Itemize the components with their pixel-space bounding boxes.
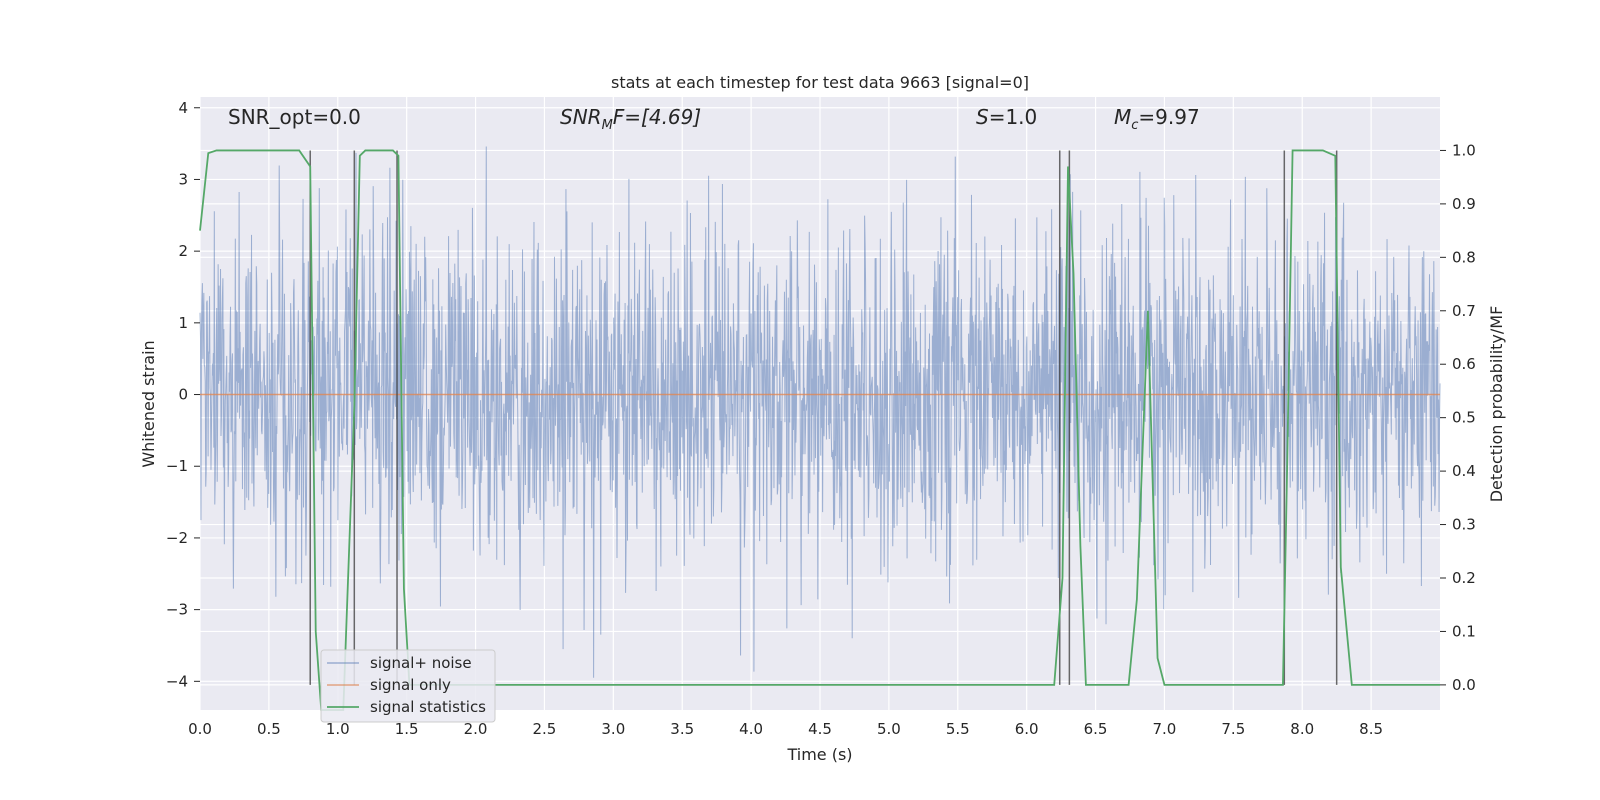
annotation-snr-mf: SNRMF=[4.69] (560, 105, 701, 133)
y-tick-label: 4 (178, 99, 188, 117)
x-tick-label: 6.5 (1084, 720, 1108, 738)
y2-tick-label: 0.5 (1452, 409, 1476, 427)
legend: signal+ noise signal only signal statist… (320, 649, 496, 723)
y-tick-label: 3 (178, 170, 188, 188)
legend-label-signal: signal only (370, 676, 451, 694)
mc-sub: c (1131, 118, 1138, 133)
x-tick-label: 2.0 (464, 720, 488, 738)
x-tick-label: 4.0 (739, 720, 763, 738)
x-tick-label: 3.0 (601, 720, 625, 738)
x-tick-label: 1.0 (326, 720, 350, 738)
snr-mf-suffix: F=[4.69] (613, 105, 701, 129)
y-tick-label: 1 (178, 314, 188, 332)
y2-tick-label: 1.0 (1452, 141, 1476, 159)
x-tick-label: 3.5 (670, 720, 694, 738)
y-tick-label: −3 (166, 601, 188, 619)
x-tick-label: 2.5 (533, 720, 557, 738)
y2-tick-label: 0.2 (1452, 569, 1476, 587)
x-tick-label: 4.5 (808, 720, 832, 738)
annotation-s: S=1.0 (976, 105, 1037, 129)
y-tick-label: −2 (166, 529, 188, 547)
x-tick-label: 5.0 (877, 720, 901, 738)
y2-tick-label: 0.9 (1452, 195, 1476, 213)
legend-box (320, 649, 496, 723)
y2-tick-label: 0.8 (1452, 248, 1476, 266)
y-axis-label: Whitened strain (139, 340, 158, 467)
y-tick-label: −1 (166, 457, 188, 475)
x-tick-label: 7.0 (1153, 720, 1177, 738)
y2-tick-label: 0.7 (1452, 302, 1476, 320)
mc-prefix: M (1114, 105, 1131, 129)
x-tick-label: 0.5 (257, 720, 281, 738)
x-tick-label: 8.0 (1290, 720, 1314, 738)
snr-mf-sub: M (602, 118, 613, 133)
annotation-snr-opt: SNR_opt=0.0 (228, 105, 361, 129)
y2-tick-label: 0.1 (1452, 622, 1476, 640)
snr-mf-prefix: SNR (560, 105, 602, 129)
axis-ticks: 0.0 0.5 1.0 1.5 2.0 2.5 3.0 3.5 4.0 4.5 5.0 5.5 6.0 6… (166, 99, 1476, 738)
y2-tick-label: 0.3 (1452, 516, 1476, 534)
s-prefix: S (976, 105, 989, 129)
x-tick-label: 5.5 (946, 720, 970, 738)
s-suffix: =1.0 (989, 105, 1038, 129)
x-tick-label: 7.5 (1221, 720, 1245, 738)
signal-noise-series (199, 146, 1441, 678)
y2-tick-label: 0.4 (1452, 462, 1476, 480)
noise-line (199, 146, 1441, 678)
legend-label-stats: signal statistics (370, 698, 486, 716)
x-tick-label: 6.0 (1015, 720, 1039, 738)
x-tick-label: 1.5 (395, 720, 419, 738)
y2-axis-label: Detection probability/MF (1487, 306, 1506, 503)
y-tick-label: 0 (178, 386, 188, 404)
y2-tick-label: 0.6 (1452, 355, 1476, 373)
annotation-mc: Mc=9.97 (1114, 105, 1200, 133)
x-tick-label: 0.0 (188, 720, 212, 738)
x-axis-label: Time (s) (786, 745, 852, 764)
x-tick-label: 8.5 (1359, 720, 1383, 738)
chart-title: stats at each timestep for test data 966… (611, 73, 1029, 92)
mc-suffix: =9.97 (1138, 105, 1199, 129)
y2-tick-label: 0.0 (1452, 676, 1476, 694)
y-tick-label: 2 (178, 242, 188, 260)
y-tick-label: −4 (166, 672, 188, 690)
legend-label-noise: signal+ noise (370, 654, 472, 672)
